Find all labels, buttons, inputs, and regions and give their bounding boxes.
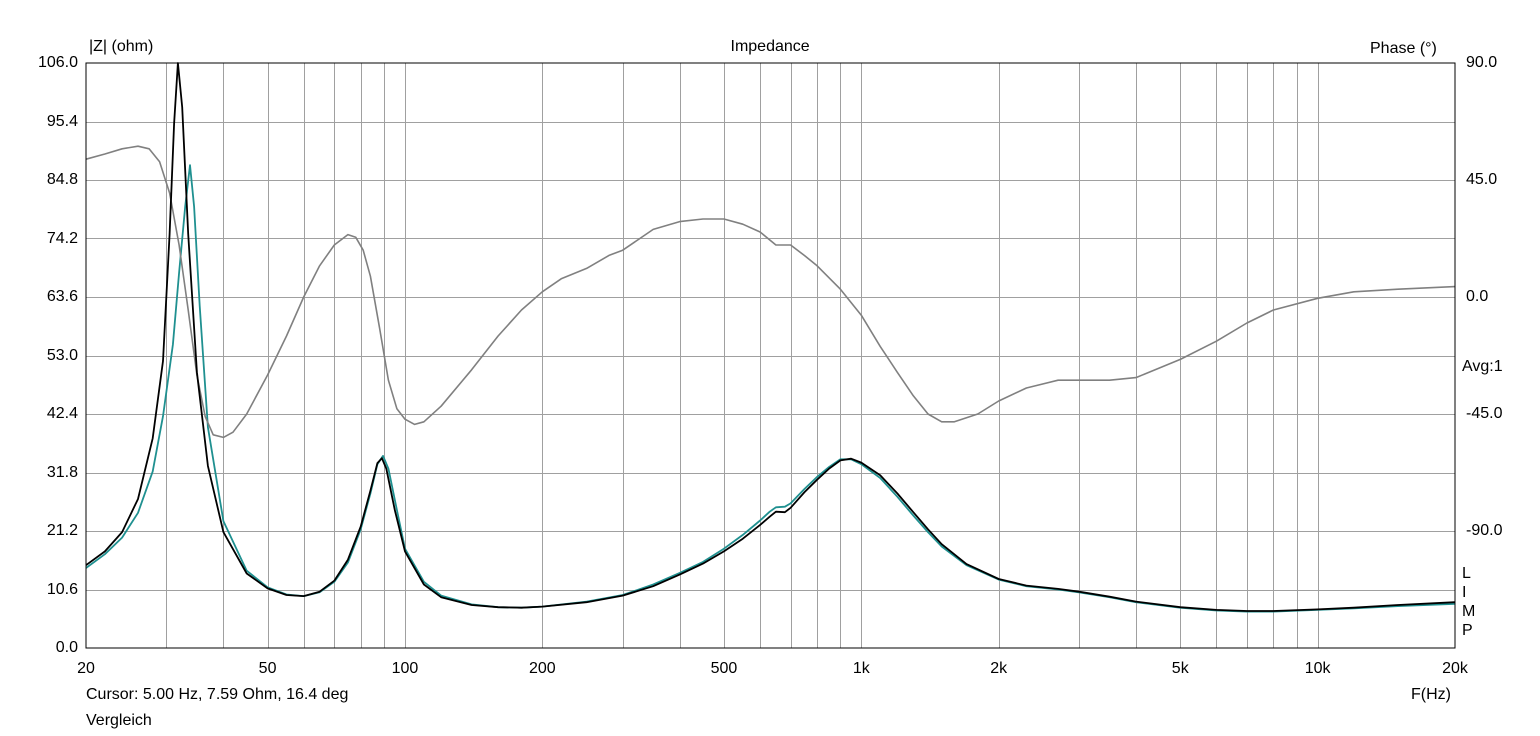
plot-grid (86, 63, 1455, 648)
y-tick-label: 31.8 (46, 463, 78, 481)
y2-tick-label: 45.0 (1466, 171, 1498, 188)
left-axis-label: |Z| (ohm) (89, 38, 154, 55)
y-tick-label: 53.0 (46, 346, 78, 364)
x-tick-label: 2k (990, 660, 1008, 677)
x-tick-label: 1k (852, 660, 870, 677)
side-letter: L (1462, 565, 1471, 582)
y2-tick-label: -45.0 (1466, 405, 1503, 422)
cursor-readout: Cursor: 5.00 Hz, 7.59 Ohm, 16.4 deg (86, 686, 349, 703)
y-tick-label: 63.6 (46, 288, 78, 305)
side-letter: M (1462, 603, 1476, 620)
x-tick-label: 200 (528, 660, 556, 677)
y2-tick-label: 0.0 (1466, 288, 1489, 305)
side-letter: I (1462, 584, 1467, 601)
phase-curve (85, 145, 1456, 439)
y-tick-label: 42.4 (46, 405, 78, 422)
x-tick-label: 5k (1171, 660, 1189, 677)
y2-tick-label: 90.0 (1466, 54, 1498, 71)
y-tick-label: 84.8 (46, 171, 78, 188)
x-tick-label: 20 (77, 660, 95, 677)
curve-name: Vergleich (86, 712, 152, 729)
x-tick-label: 10k (1304, 660, 1331, 677)
y-tick-label: 106.0 (37, 54, 78, 71)
impedance-curve-1 (85, 62, 1456, 612)
y-tick-label: 21.2 (46, 522, 78, 539)
side-letter: P (1462, 622, 1473, 639)
y-tick-label: 0.0 (55, 639, 78, 656)
y-tick-label: 10.6 (46, 580, 78, 598)
x-axis-label: F(Hz) (1411, 686, 1451, 703)
y-tick-label: 74.2 (46, 229, 78, 247)
x-tick-label: 500 (710, 660, 738, 677)
average-label: Avg:1 (1462, 358, 1503, 375)
plot-series (85, 62, 1456, 613)
y2-tick-label: -90.0 (1466, 522, 1503, 539)
x-tick-label: 100 (391, 660, 419, 677)
right-axis-label: Phase (°) (1370, 40, 1437, 57)
impedance-curve-2 (85, 164, 1456, 613)
x-tick-label: 20k (1442, 660, 1468, 677)
chart-title: Impedance (730, 38, 810, 55)
plot-frame (85, 62, 1456, 649)
x-tick-label: 50 (258, 660, 277, 677)
y-tick-label: 95.4 (46, 112, 78, 130)
